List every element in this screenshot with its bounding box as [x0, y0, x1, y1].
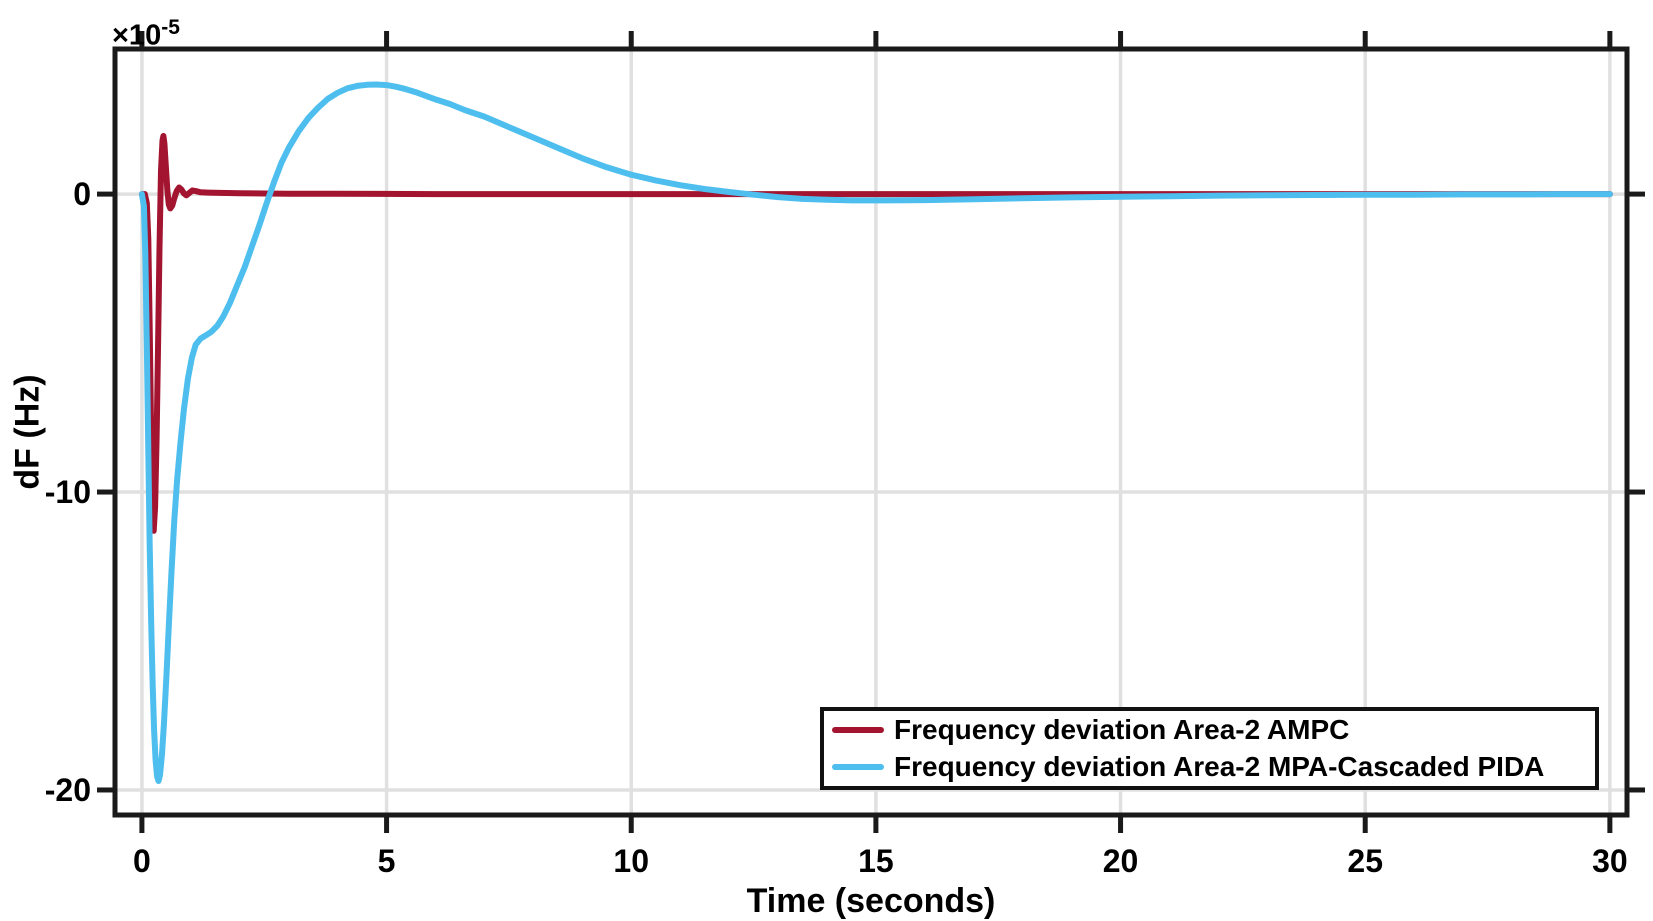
x-tick-label: 25 [1347, 843, 1383, 879]
legend-row-0: Frequency deviation Area-2 AMPC [832, 712, 1595, 749]
legend: Frequency deviation Area-2 AMPC Frequency… [820, 707, 1599, 790]
legend-label: Frequency deviation Area-2 MPA-Cascaded … [894, 751, 1545, 782]
axes-border [112, 46, 1630, 818]
y-tick-label: -10 [45, 474, 91, 510]
y-axis-exponent-text: -5 [161, 16, 180, 39]
legend-line-swatch [832, 727, 884, 733]
y-axis-multiplier-text: ×10 [112, 19, 162, 52]
y-axis-exponent-label: ×10-5 [112, 16, 180, 53]
series-line-0 [138, 133, 1613, 534]
y-tick-label: 0 [73, 176, 91, 212]
x-tick-label: 20 [1103, 843, 1139, 879]
legend-label: Frequency deviation Area-2 AMPC [894, 714, 1350, 745]
x-tick-label: 0 [133, 843, 151, 879]
x-axis-label: Time (seconds) [746, 882, 996, 920]
y-axis-label: dF (Hz) [8, 374, 47, 490]
x-tick-label: 30 [1592, 843, 1628, 879]
legend-row-1: Frequency deviation Area-2 MPA-Cascaded … [832, 749, 1595, 786]
legend-line-swatch [832, 764, 884, 770]
x-tick-label: 10 [613, 843, 649, 879]
series-line-1 [138, 81, 1613, 784]
x-tick-label: 5 [378, 843, 396, 879]
x-tick-label: 15 [858, 843, 894, 879]
y-tick-label: -20 [45, 772, 91, 808]
